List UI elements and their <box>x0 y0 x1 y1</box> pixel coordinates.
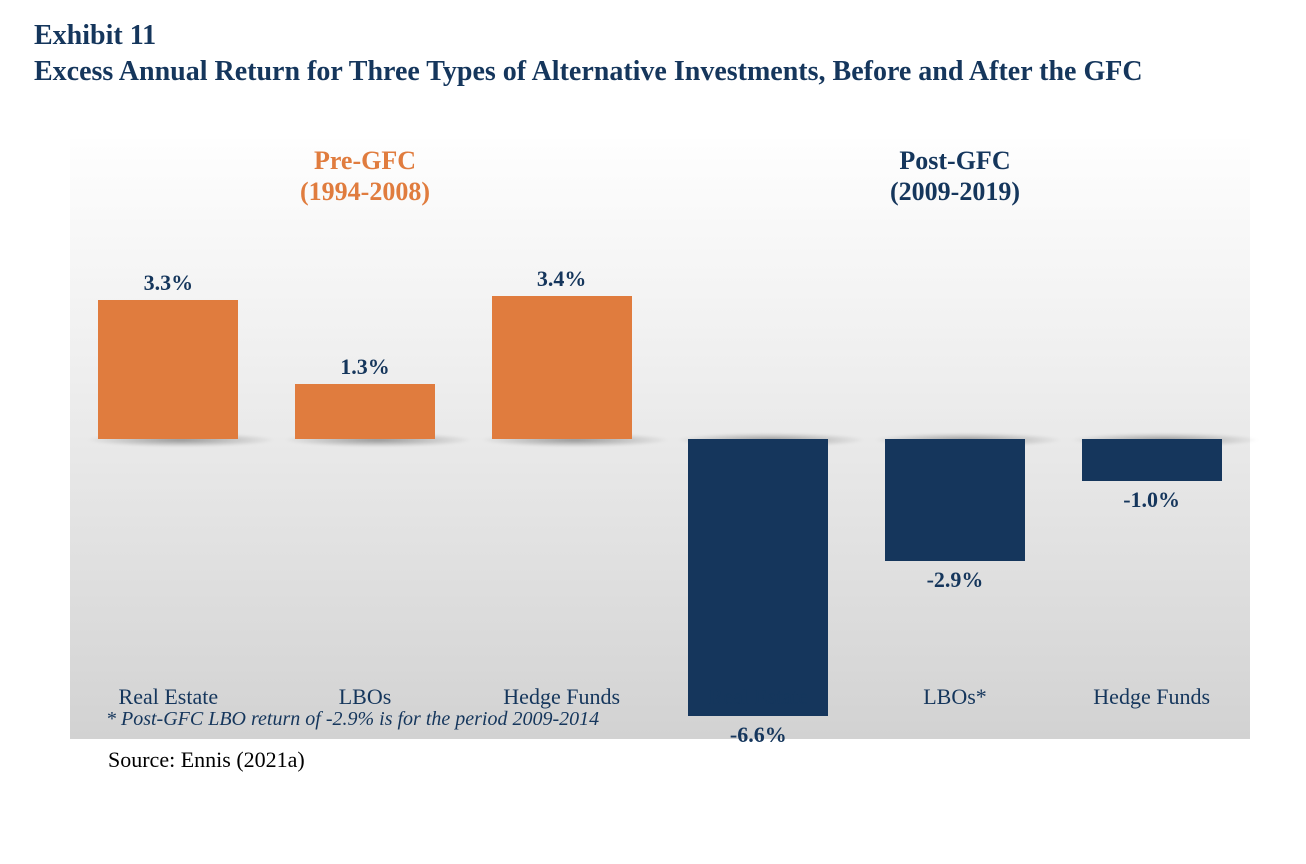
panel-title-line2: (2009-2019) <box>660 176 1250 207</box>
bar-value-label: -1.0% <box>1072 487 1232 513</box>
chart-footnote: * Post-GFC LBO return of -2.9% is for th… <box>106 708 599 731</box>
bar-value-label: -6.6% <box>678 722 838 748</box>
bar-pre-2 <box>492 296 632 439</box>
category-label: LBOs* <box>865 684 1045 710</box>
panel-pre: Pre-GFC(1994-2008) 3.3% 1.3% 3.4% <box>70 139 660 679</box>
panel-title-line1: Pre-GFC <box>70 145 660 176</box>
exhibit-header: Exhibit 11 Excess Annual Return for Thre… <box>0 0 1306 99</box>
exhibit-number: Exhibit 11 <box>34 20 1272 52</box>
category-label: LBOs <box>275 684 455 710</box>
category-label: Real Estate <box>668 684 848 710</box>
bar-pre-0 <box>98 300 238 439</box>
bar-value-label: 3.4% <box>482 266 642 292</box>
category-label: Hedge Funds <box>1062 684 1242 710</box>
panel-title-line1: Post-GFC <box>660 145 1250 176</box>
exhibit-title: Excess Annual Return for Three Types of … <box>34 54 1264 89</box>
chart-area: Pre-GFC(1994-2008) 3.3% 1.3% 3.4% Post-GFC(2… <box>70 139 1250 739</box>
panel-title-pre: Pre-GFC(1994-2008) <box>70 145 660 207</box>
panel-title-post: Post-GFC(2009-2019) <box>660 145 1250 207</box>
bar-pre-1 <box>295 384 435 439</box>
bar-post-1 <box>885 439 1025 561</box>
bar-post-2 <box>1082 439 1222 481</box>
source-text: Source: Ennis (2021a) <box>108 747 1306 773</box>
bar-value-label: 1.3% <box>285 354 445 380</box>
category-label: Real Estate <box>78 684 258 710</box>
bar-post-0 <box>688 439 828 716</box>
bar-value-label: -2.9% <box>875 567 1035 593</box>
panel-post: Post-GFC(2009-2019)-6.6%-2.9%-1.0% <box>660 139 1250 679</box>
category-label: Hedge Funds <box>472 684 652 710</box>
panel-title-line2: (1994-2008) <box>70 176 660 207</box>
bar-value-label: 3.3% <box>88 270 248 296</box>
